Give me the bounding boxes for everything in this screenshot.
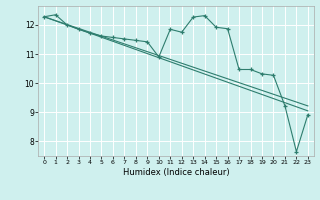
- X-axis label: Humidex (Indice chaleur): Humidex (Indice chaleur): [123, 168, 229, 177]
